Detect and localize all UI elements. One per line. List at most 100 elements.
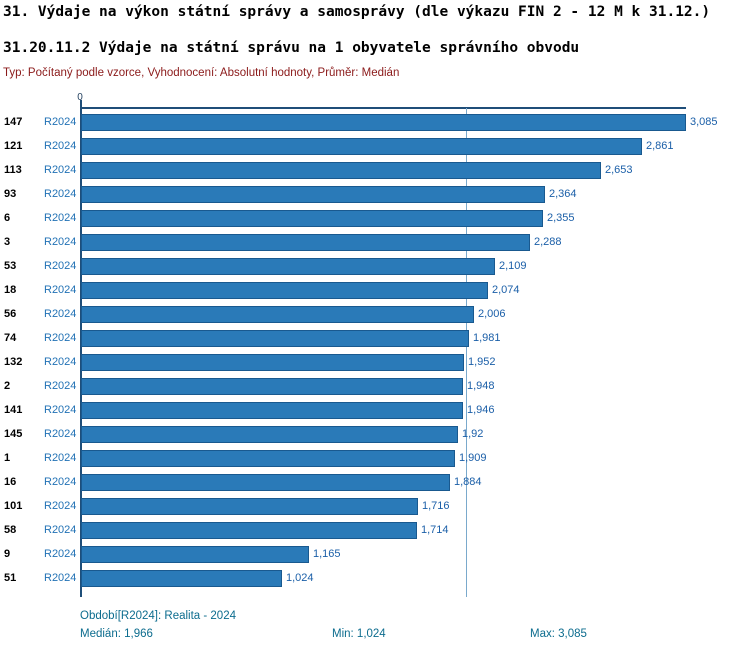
bar bbox=[81, 546, 309, 563]
row-id-label: 141 bbox=[4, 404, 23, 416]
bar-value-label: 1,884 bbox=[454, 476, 482, 488]
row-series-label: R2024 bbox=[44, 260, 77, 272]
bar-value-label: 3,085 bbox=[690, 116, 718, 128]
bar-value-label: 1,946 bbox=[467, 404, 495, 416]
row-id-label: 145 bbox=[4, 428, 23, 440]
bar bbox=[81, 522, 417, 539]
bar bbox=[81, 330, 469, 347]
row-id-label: 147 bbox=[4, 116, 23, 128]
bar bbox=[81, 402, 463, 419]
chart-row: 113 R2024 2,653 bbox=[0, 162, 750, 179]
bar-value-label: 1,909 bbox=[459, 452, 487, 464]
chart-row: 18 R2024 2,074 bbox=[0, 282, 750, 299]
row-series-label: R2024 bbox=[44, 428, 77, 440]
row-series-label: R2024 bbox=[44, 452, 77, 464]
bar bbox=[81, 162, 601, 179]
chart-row: 58 R2024 1,714 bbox=[0, 522, 750, 539]
chart-row: 2 R2024 1,948 bbox=[0, 378, 750, 395]
bar bbox=[81, 378, 463, 395]
bar bbox=[81, 426, 458, 443]
chart-row: 145 R2024 1,92 bbox=[0, 426, 750, 443]
row-series-label: R2024 bbox=[44, 332, 77, 344]
row-id-label: 1 bbox=[4, 452, 11, 464]
chart-row: 6 R2024 2,355 bbox=[0, 210, 750, 227]
row-series-label: R2024 bbox=[44, 212, 77, 224]
chart-row: 74 R2024 1,981 bbox=[0, 330, 750, 347]
bar-value-label: 2,074 bbox=[492, 284, 520, 296]
bar-value-label: 1,948 bbox=[467, 380, 495, 392]
row-series-label: R2024 bbox=[44, 476, 77, 488]
row-series-label: R2024 bbox=[44, 524, 77, 536]
bar bbox=[81, 306, 474, 323]
bar-value-label: 2,006 bbox=[478, 308, 506, 320]
row-id-label: 121 bbox=[4, 140, 23, 152]
bar-value-label: 1,165 bbox=[313, 548, 341, 560]
bar bbox=[81, 114, 686, 131]
bar bbox=[81, 474, 450, 491]
row-id-label: 16 bbox=[4, 476, 17, 488]
median-stat: Medián: 1,966 bbox=[80, 628, 153, 640]
chart-row: 16 R2024 1,884 bbox=[0, 474, 750, 491]
chart-row: 132 R2024 1,952 bbox=[0, 354, 750, 371]
bar bbox=[81, 354, 464, 371]
row-series-label: R2024 bbox=[44, 164, 77, 176]
chart-row: 93 R2024 2,364 bbox=[0, 186, 750, 203]
chart-row: 56 R2024 2,006 bbox=[0, 306, 750, 323]
report-title: 31. Výdaje na výkon státní správy a samo… bbox=[3, 4, 711, 20]
bar-value-label: 1,981 bbox=[473, 332, 501, 344]
y-axis-line bbox=[80, 100, 82, 597]
bar bbox=[81, 498, 418, 515]
bar-value-label: 2,109 bbox=[499, 260, 527, 272]
row-series-label: R2024 bbox=[44, 356, 77, 368]
row-id-label: 93 bbox=[4, 188, 17, 200]
min-stat: Min: 1,024 bbox=[332, 628, 386, 640]
chart-row: 141 R2024 1,946 bbox=[0, 402, 750, 419]
chart-row: 3 R2024 2,288 bbox=[0, 234, 750, 251]
bar bbox=[81, 186, 545, 203]
bar bbox=[81, 258, 495, 275]
row-id-label: 53 bbox=[4, 260, 17, 272]
bar bbox=[81, 450, 455, 467]
row-id-label: 3 bbox=[4, 236, 11, 248]
bar-value-label: 1,024 bbox=[286, 572, 314, 584]
x-axis-line bbox=[80, 107, 686, 109]
row-id-label: 51 bbox=[4, 572, 17, 584]
bar bbox=[81, 138, 642, 155]
row-id-label: 18 bbox=[4, 284, 17, 296]
row-series-label: R2024 bbox=[44, 308, 77, 320]
row-id-label: 56 bbox=[4, 308, 17, 320]
row-id-label: 113 bbox=[4, 164, 22, 176]
row-series-label: R2024 bbox=[44, 500, 77, 512]
chart-row: 9 R2024 1,165 bbox=[0, 546, 750, 563]
report-indicator-title: 31.20.11.2 Výdaje na státní správu na 1 … bbox=[3, 40, 580, 56]
bar bbox=[81, 210, 543, 227]
median-gridline bbox=[466, 108, 467, 597]
bar-value-label: 1,92 bbox=[462, 428, 484, 440]
report-meta-line: Typ: Počítaný podle vzorce, Vyhodnocení:… bbox=[3, 67, 400, 79]
row-series-label: R2024 bbox=[44, 116, 77, 128]
bar-chart: 0 147 R2024 3,085 121 R2024 2,861 113 R2024 2,65… bbox=[0, 92, 750, 597]
chart-row: 51 R2024 1,024 bbox=[0, 570, 750, 587]
row-series-label: R2024 bbox=[44, 284, 77, 296]
row-series-label: R2024 bbox=[44, 404, 77, 416]
row-id-label: 101 bbox=[4, 500, 23, 512]
row-id-label: 58 bbox=[4, 524, 17, 536]
row-id-label: 9 bbox=[4, 548, 11, 560]
x-axis-zero-label: 0 bbox=[77, 92, 83, 103]
row-series-label: R2024 bbox=[44, 140, 77, 152]
row-series-label: R2024 bbox=[44, 548, 77, 560]
row-series-label: R2024 bbox=[44, 380, 77, 392]
row-series-label: R2024 bbox=[44, 572, 77, 584]
bar-value-label: 1,952 bbox=[468, 356, 496, 368]
chart-row: 1 R2024 1,909 bbox=[0, 450, 750, 467]
bar-value-label: 2,364 bbox=[549, 188, 577, 200]
row-series-label: R2024 bbox=[44, 188, 77, 200]
bar bbox=[81, 234, 530, 251]
max-stat: Max: 3,085 bbox=[530, 628, 587, 640]
bar-value-label: 2,653 bbox=[605, 164, 633, 176]
chart-row: 101 R2024 1,716 bbox=[0, 498, 750, 515]
bar-value-label: 1,714 bbox=[421, 524, 449, 536]
bar bbox=[81, 282, 488, 299]
chart-row: 147 R2024 3,085 bbox=[0, 114, 750, 131]
row-id-label: 6 bbox=[4, 212, 11, 224]
